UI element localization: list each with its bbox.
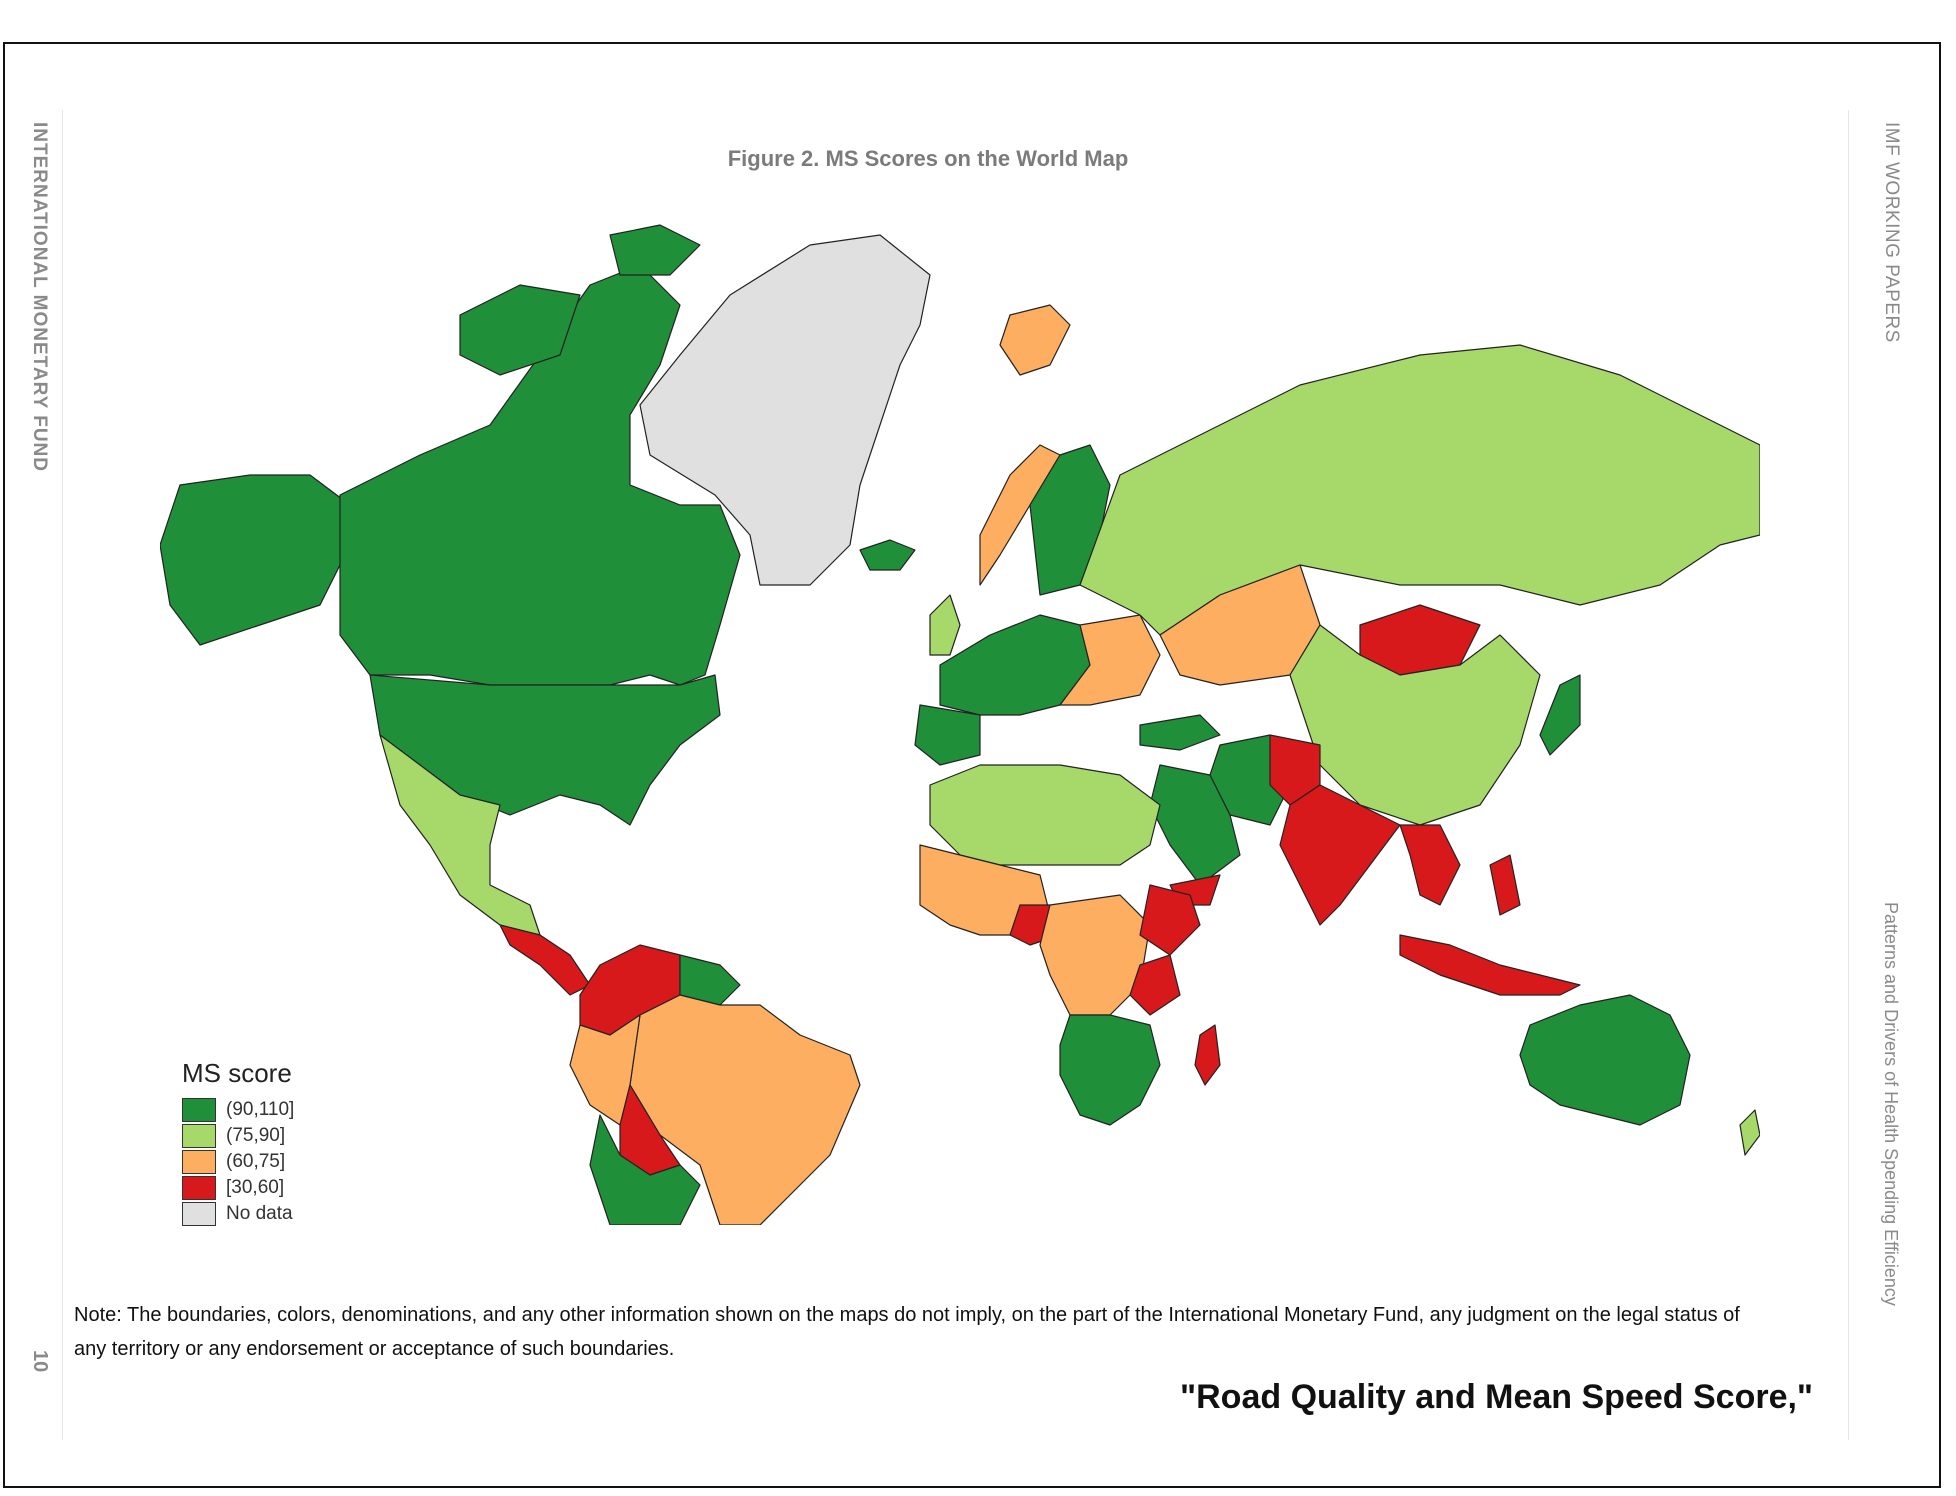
mexico-region bbox=[379, 734, 541, 936]
indonesia-region bbox=[1399, 934, 1581, 996]
svalbard-region bbox=[999, 304, 1071, 376]
southern-cone-region bbox=[589, 1114, 701, 1225]
figure-note: Note: The boundaries, colors, denominati… bbox=[74, 1304, 1740, 1360]
legend-swatch bbox=[182, 1202, 216, 1226]
east-africa-region bbox=[1129, 954, 1181, 1016]
legend-title: MS score bbox=[182, 1058, 292, 1088]
world-map bbox=[160, 224, 1760, 1225]
legend-swatch bbox=[182, 1150, 216, 1174]
legend-item: [30,60] bbox=[182, 1175, 294, 1201]
page-frame bbox=[3, 42, 1941, 1488]
japan-region bbox=[1539, 674, 1581, 756]
india-region bbox=[1279, 784, 1401, 926]
page-number: 10 bbox=[29, 1350, 51, 1373]
brazil-region bbox=[629, 994, 861, 1225]
legend-label: (60,75] bbox=[226, 1151, 286, 1172]
legend-swatch bbox=[182, 1176, 216, 1200]
alaska-region bbox=[160, 474, 351, 646]
legend-label: (75,90] bbox=[226, 1125, 286, 1146]
southern-africa-region bbox=[1059, 1014, 1161, 1126]
overlay-caption: "Road Quality and Mean Speed Score," bbox=[1180, 1378, 1814, 1416]
legend-swatch bbox=[182, 1124, 216, 1148]
iberia-region bbox=[914, 704, 981, 766]
eastern-europe-region bbox=[1059, 614, 1161, 706]
left-margin-rule bbox=[62, 110, 63, 1440]
madagascar-region bbox=[1194, 1024, 1221, 1086]
greenland-region bbox=[639, 234, 931, 586]
figure-title: Figure 2. MS Scores on the World Map bbox=[727, 146, 1129, 171]
legend-item: (60,75] bbox=[182, 1149, 294, 1175]
right-running-head: IMF WORKING PAPERS bbox=[1881, 122, 1902, 343]
turkey-region bbox=[1139, 714, 1221, 751]
legend-swatch bbox=[182, 1098, 216, 1122]
legend-label: [30,60] bbox=[226, 1177, 285, 1198]
central-america-region bbox=[499, 924, 591, 996]
australia-region bbox=[1519, 994, 1691, 1126]
southeast-asia-region bbox=[1399, 824, 1461, 906]
uk-region bbox=[929, 594, 961, 656]
canada-islands bbox=[609, 224, 701, 276]
legend-item: (90,110] bbox=[182, 1097, 294, 1123]
new-zealand-region bbox=[1739, 1109, 1760, 1156]
legend-item: (75,90] bbox=[182, 1123, 294, 1149]
legend-label: No data bbox=[226, 1203, 293, 1224]
russia-region bbox=[1079, 344, 1760, 636]
right-margin-rule bbox=[1848, 110, 1849, 1440]
guiana-region bbox=[679, 954, 741, 1006]
right-running-subhead: Patterns and Drivers of Health Spending … bbox=[1881, 902, 1901, 1306]
ethiopia-region bbox=[1139, 884, 1201, 956]
map-legend: MS score (90,110] (75,90] (60,75] [30,60… bbox=[182, 1058, 294, 1227]
canada-islands bbox=[459, 284, 581, 376]
north-africa-region bbox=[929, 764, 1161, 866]
iceland-region bbox=[859, 539, 916, 571]
philippines-region bbox=[1489, 854, 1521, 916]
left-running-head: INTERNATIONAL MONETARY FUND bbox=[29, 122, 50, 472]
legend-label: (90,110] bbox=[226, 1099, 295, 1120]
legend-item: No data bbox=[182, 1201, 294, 1227]
